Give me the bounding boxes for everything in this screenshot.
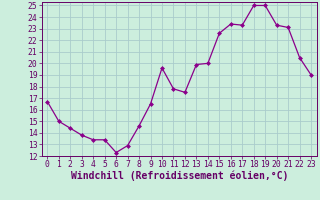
X-axis label: Windchill (Refroidissement éolien,°C): Windchill (Refroidissement éolien,°C) xyxy=(70,171,288,181)
